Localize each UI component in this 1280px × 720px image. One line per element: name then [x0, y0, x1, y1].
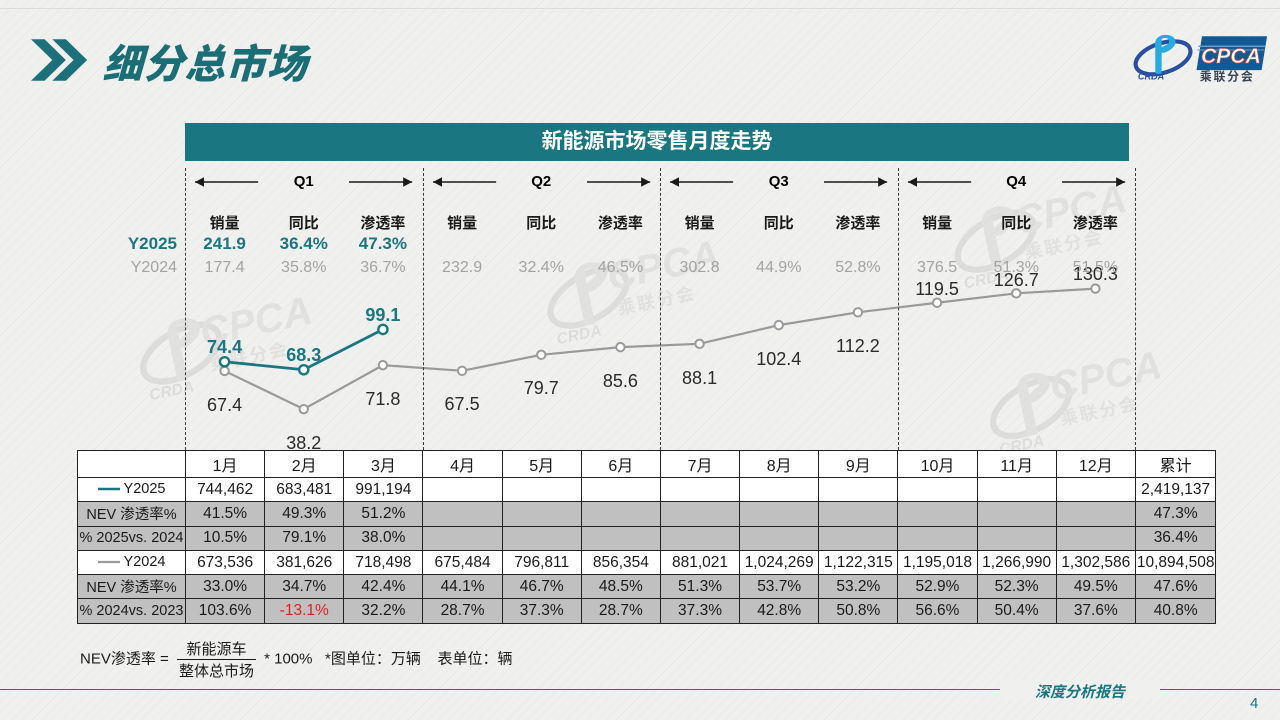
svg-text:CPCA: CPCA: [1201, 45, 1261, 68]
svg-text:CRDA: CRDA: [1138, 71, 1164, 81]
svg-text:乘联分会: 乘联分会: [1200, 67, 1255, 83]
